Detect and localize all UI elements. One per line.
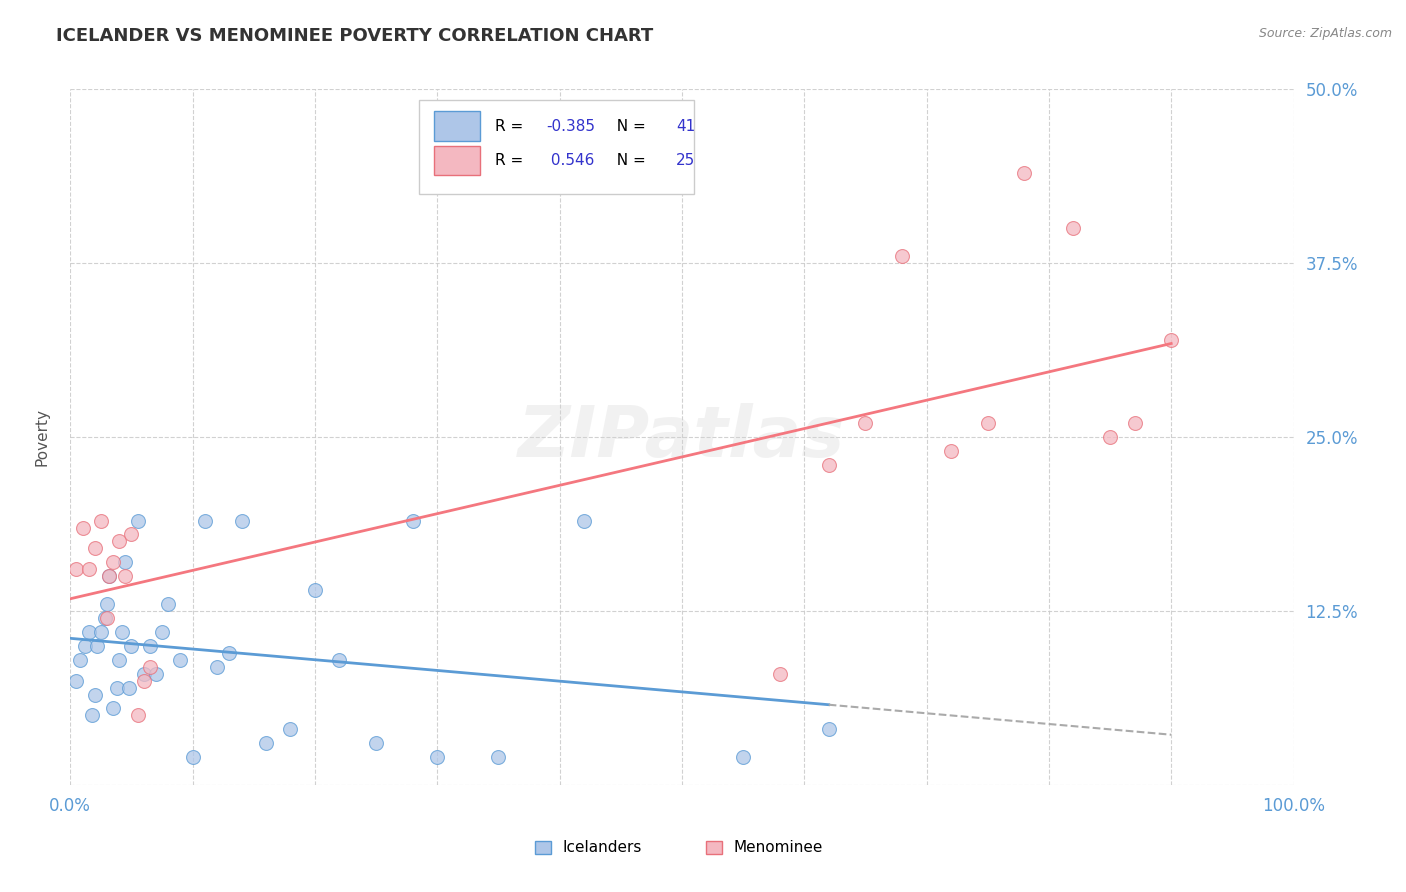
Point [426, 750, 449, 764]
Point [139, 639, 162, 653]
Point [254, 736, 277, 750]
Point [118, 681, 141, 695]
Text: 25: 25 [676, 153, 695, 169]
Point [769, 666, 792, 681]
Point [280, 723, 302, 737]
Point [150, 624, 173, 639]
Text: 41: 41 [676, 119, 695, 134]
Point [83, 541, 105, 556]
Point [205, 659, 228, 673]
Y-axis label: Poverty: Poverty [35, 408, 49, 467]
Point [366, 736, 388, 750]
Bar [706, 841, 721, 854]
Point [194, 514, 217, 528]
Point [69, 653, 91, 667]
Point [817, 723, 839, 737]
Point [939, 444, 962, 458]
Point [402, 514, 425, 528]
Text: Source: ZipAtlas.com: Source: ZipAtlas.com [1258, 27, 1392, 40]
Text: Icelanders: Icelanders [562, 840, 641, 855]
Text: -0.385: -0.385 [546, 119, 595, 134]
Point [111, 624, 134, 639]
Point [891, 249, 914, 263]
Text: ZIPatlas: ZIPatlas [519, 402, 845, 472]
Text: ICELANDER VS MENOMINEE POVERTY CORRELATION CHART: ICELANDER VS MENOMINEE POVERTY CORRELATI… [56, 27, 654, 45]
Point [132, 666, 155, 681]
Point [488, 750, 510, 764]
Point [77, 562, 100, 576]
Point [65, 673, 87, 688]
Text: R =: R = [495, 119, 527, 134]
Point [218, 646, 240, 660]
Point [976, 416, 998, 430]
Point [127, 708, 149, 723]
Point [105, 681, 128, 695]
Point [1123, 416, 1146, 430]
Point [101, 701, 124, 715]
Point [132, 673, 155, 688]
Point [114, 555, 136, 569]
Text: N =: N = [607, 153, 651, 169]
Point [108, 653, 131, 667]
Point [83, 688, 105, 702]
Point [328, 653, 350, 667]
Point [157, 597, 180, 611]
Point [96, 597, 118, 611]
Bar [433, 146, 479, 176]
Point [572, 514, 595, 528]
Point [127, 514, 149, 528]
Point [1014, 166, 1036, 180]
FancyBboxPatch shape [419, 100, 695, 194]
Point [1160, 333, 1182, 347]
Bar [536, 841, 551, 854]
Point [855, 416, 877, 430]
Point [90, 514, 112, 528]
Point [82, 708, 104, 723]
Point [108, 534, 131, 549]
Point [304, 583, 326, 598]
Text: Menominee: Menominee [734, 840, 823, 855]
Point [231, 514, 253, 528]
Point [1062, 221, 1084, 235]
Point [169, 653, 191, 667]
Point [72, 520, 94, 534]
Point [77, 624, 100, 639]
Point [93, 611, 115, 625]
Point [114, 569, 136, 583]
Point [96, 611, 118, 625]
Bar [433, 112, 479, 141]
Point [73, 639, 96, 653]
Point [817, 458, 839, 472]
Point [90, 624, 112, 639]
Point [121, 527, 143, 541]
Point [65, 562, 87, 576]
Point [733, 750, 755, 764]
Point [98, 569, 121, 583]
Point [139, 659, 162, 673]
Point [101, 555, 124, 569]
Text: N =: N = [607, 119, 651, 134]
Point [145, 666, 167, 681]
Point [86, 639, 108, 653]
Point [98, 569, 121, 583]
Point [181, 750, 204, 764]
Text: R =: R = [495, 153, 527, 169]
Text: 0.546: 0.546 [546, 153, 595, 169]
Point [121, 639, 143, 653]
Point [1099, 430, 1122, 444]
